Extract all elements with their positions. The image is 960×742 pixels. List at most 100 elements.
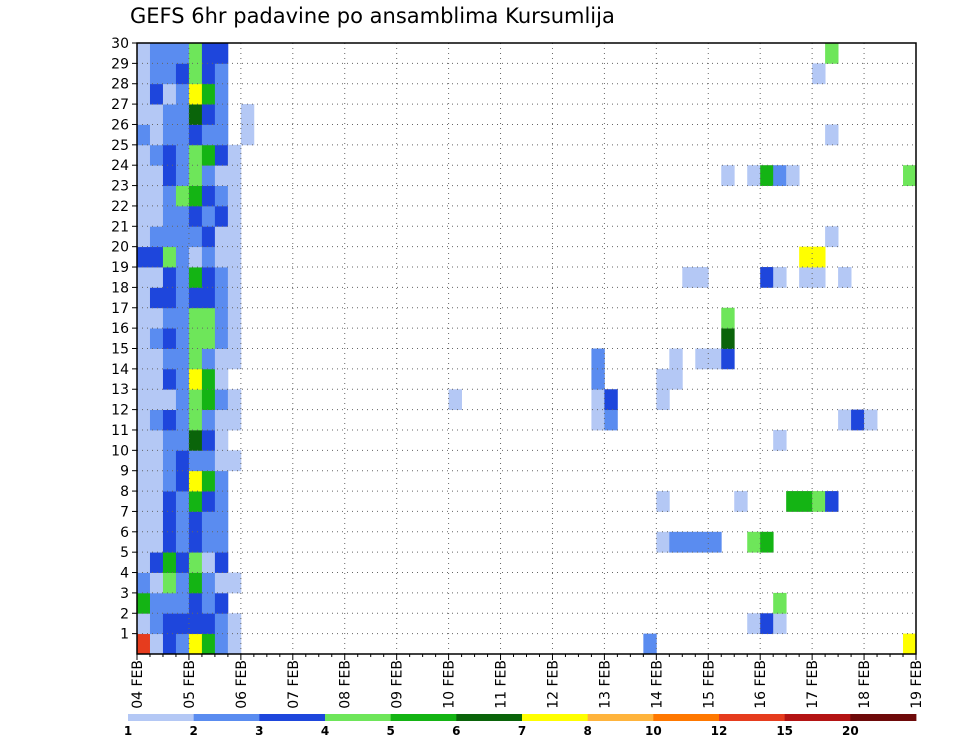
heatmap-cell (591, 368, 605, 390)
colorbar-label: 1 (124, 724, 132, 738)
colorbar-swatch (653, 714, 720, 721)
heatmap-cell (137, 328, 151, 349)
heatmap-cell (175, 185, 190, 207)
heatmap-cell (149, 83, 164, 105)
heatmap-cell (149, 165, 164, 186)
heatmap-cell (773, 429, 787, 451)
heatmap-cell (214, 613, 229, 635)
heatmap-cell (201, 450, 216, 472)
x-tick-label: 12 FEB (545, 660, 561, 709)
heatmap-cell (695, 348, 709, 370)
heatmap-cell (149, 450, 164, 472)
heatmap-cell (721, 328, 735, 349)
y-tick-label: 3 (120, 586, 129, 602)
heatmap-cell (137, 552, 151, 573)
heatmap-cell (201, 124, 216, 146)
y-tick-label: 12 (111, 403, 129, 419)
heatmap-cell (656, 389, 670, 410)
heatmap-cell (162, 83, 177, 105)
y-tick-label: 11 (111, 423, 129, 439)
heatmap-cell (227, 246, 242, 268)
heatmap-cell (149, 63, 164, 85)
y-tick-label: 25 (111, 138, 129, 154)
x-tick-label: 15 FEB (701, 660, 717, 709)
heatmap-cell (227, 267, 242, 288)
heatmap-cell (201, 165, 216, 186)
colorbar-label: 4 (321, 724, 329, 738)
x-tick-label: 18 FEB (857, 660, 873, 709)
heatmap-cell (137, 63, 151, 85)
heatmap-cell (214, 83, 229, 105)
heatmap-cell (137, 633, 151, 655)
heatmap-cell (721, 307, 735, 329)
colorbar-label: 6 (452, 724, 460, 738)
heatmap-cell (227, 165, 242, 186)
heatmap-cell (162, 124, 177, 146)
heatmap-cell (149, 328, 164, 349)
heatmap-cell (656, 368, 670, 390)
x-tick-label: 14 FEB (649, 660, 665, 709)
heatmap-cell (175, 205, 190, 227)
heatmap-cell (175, 43, 190, 64)
colorbar-label: 15 (776, 724, 793, 738)
heatmap-cell (175, 124, 190, 146)
heatmap-cell (214, 328, 229, 349)
heatmap-cell (188, 389, 203, 410)
y-tick-label: 4 (120, 566, 129, 582)
heatmap-cell (214, 470, 229, 492)
heatmap-cell (214, 165, 229, 186)
heatmap-cell (214, 511, 229, 533)
heatmap-cell (214, 592, 229, 614)
heatmap-cell (149, 470, 164, 492)
heatmap-cell (188, 287, 203, 309)
heatmap-cell (591, 389, 605, 410)
heatmap-cell (137, 613, 151, 635)
heatmap-cell (188, 511, 203, 533)
heatmap-cell (175, 104, 190, 125)
heatmap-cell (201, 287, 216, 309)
heatmap-cell (214, 287, 229, 309)
heatmap-cell (162, 572, 177, 594)
heatmap-cell (864, 409, 878, 431)
heatmap-cell (201, 144, 216, 166)
heatmap-cell (162, 185, 177, 207)
heatmap-cell (227, 307, 242, 329)
heatmap-cell (188, 246, 203, 268)
heatmap-cell (695, 267, 709, 288)
heatmap-cell (175, 531, 190, 553)
heatmap-cell (214, 348, 229, 370)
heatmap-cell (175, 450, 190, 472)
heatmap-cell (175, 389, 190, 410)
heatmap-cell (214, 633, 229, 655)
heatmap-cell (214, 409, 229, 431)
heatmap-cell (175, 470, 190, 492)
heatmap-cell (149, 429, 164, 451)
colorbar-label: 12 (711, 724, 728, 738)
heatmap-cell (201, 470, 216, 492)
heatmap-cell (201, 226, 216, 248)
heatmap-cell (188, 592, 203, 614)
heatmap-cell (149, 389, 164, 410)
heatmap-cell (188, 267, 203, 288)
heatmap-cell (149, 104, 164, 125)
heatmap-cell (162, 287, 177, 309)
heatmap-cell (214, 246, 229, 268)
heatmap-cell (175, 613, 190, 635)
heatmap-cell (227, 348, 242, 370)
y-tick-label: 27 (111, 97, 129, 113)
heatmap-cell (175, 511, 190, 533)
heatmap-cell (214, 429, 229, 451)
heatmap-cell (201, 368, 216, 390)
heatmap-cell (149, 287, 164, 309)
y-tick-label: 15 (111, 342, 129, 358)
y-tick-label: 17 (111, 301, 129, 317)
colorbar: 1 2 3 4 5 6 7 8 10 12 15 20 (124, 714, 917, 738)
heatmap-cell (175, 267, 190, 288)
heatmap-cell (812, 63, 826, 85)
colorbar-label: 8 (583, 724, 591, 738)
heatmap-cell (137, 185, 151, 207)
heatmap-cell (825, 491, 839, 512)
heatmap-cell (137, 83, 151, 105)
heatmap-cell (188, 104, 203, 125)
x-tick-label: 10 FEB (442, 660, 458, 709)
